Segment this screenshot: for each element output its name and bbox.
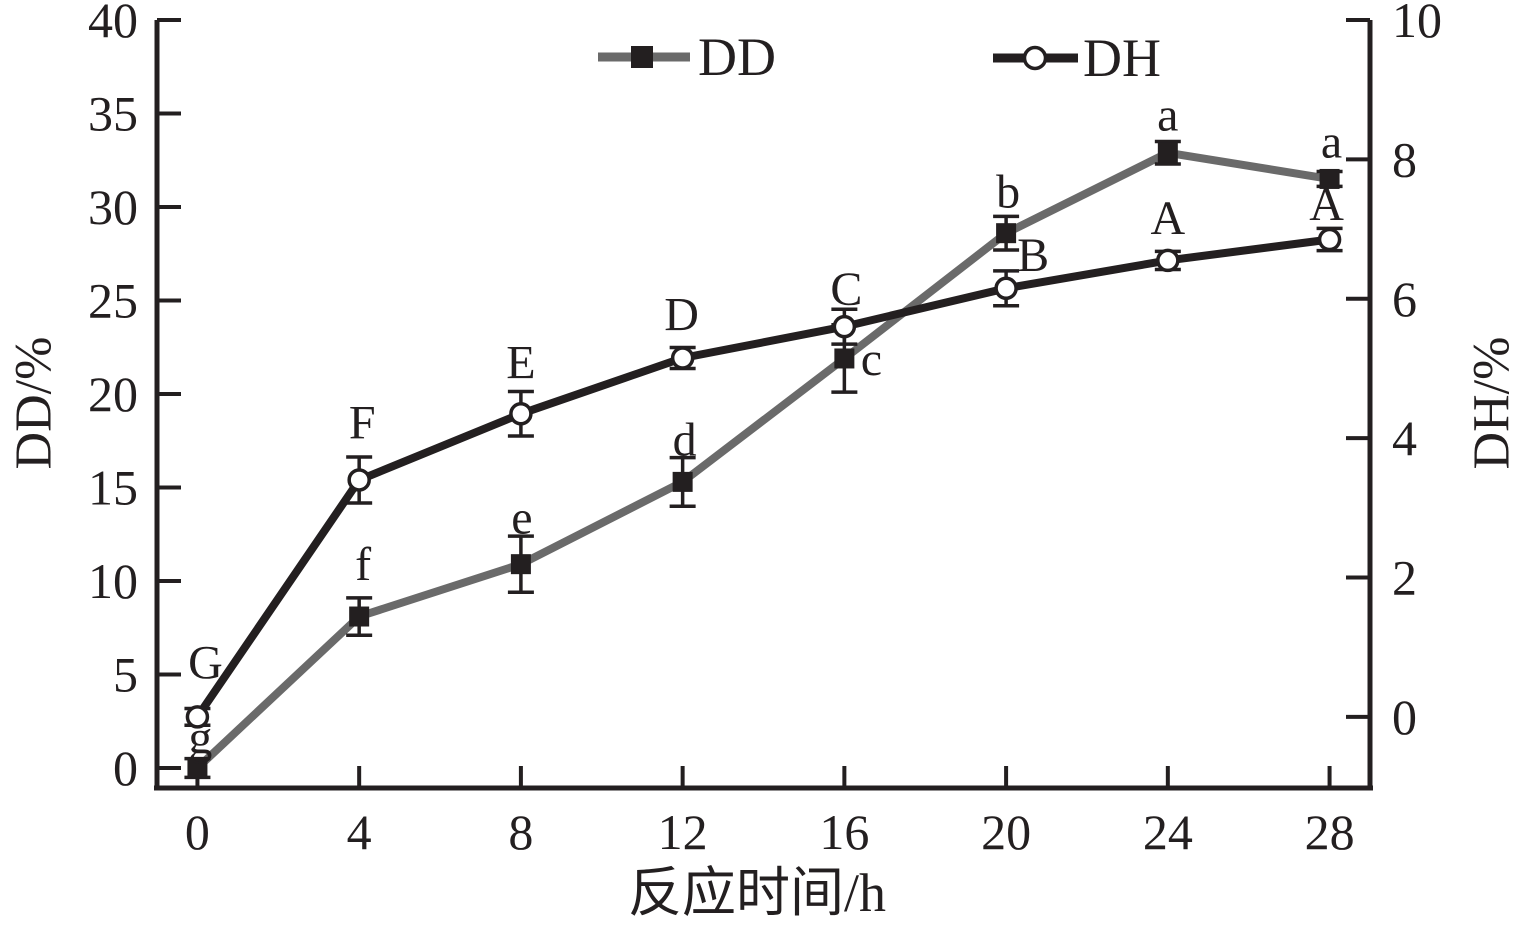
left-axis-tick-label: 10	[88, 553, 138, 609]
significance-letter-d: d	[673, 413, 697, 466]
left-axis-tick-label: 30	[88, 179, 138, 235]
right-axis-tick-label: 4	[1392, 410, 1417, 466]
right-axis-tick-label: 10	[1392, 0, 1442, 48]
x-axis-tick-label: 12	[658, 804, 708, 860]
dd-marker-square	[1157, 142, 1178, 163]
dd-marker-square	[510, 554, 531, 575]
left-axis-tick-label: 0	[113, 740, 138, 796]
significance-letter-b: b	[996, 166, 1020, 219]
dh-marker-circle	[509, 402, 533, 426]
dh-series-line	[194, 235, 1331, 720]
left-axis-tick-label: 35	[88, 85, 138, 141]
dh-marker-circle	[347, 468, 371, 492]
significance-letter-C: C	[830, 263, 862, 316]
x-axis-tick-label: 4	[347, 804, 372, 860]
left-axis-tick-label: 20	[88, 366, 138, 422]
right-axis-title: DH/%	[1464, 337, 1517, 470]
significance-letter-a: a	[1321, 115, 1342, 168]
significance-letter-f: f	[355, 538, 371, 591]
x-axis-title: 反应时间/h	[628, 863, 886, 923]
dd-marker-square	[996, 223, 1017, 244]
x-axis-tick-label: 28	[1305, 804, 1355, 860]
dd-marker-square	[349, 606, 370, 627]
dh-legend-label: DH	[1083, 28, 1161, 88]
dd-legend-marker	[631, 46, 653, 68]
dh-legend-marker	[1022, 45, 1048, 71]
x-axis-tick-label: 16	[819, 804, 869, 860]
dd-marker-square	[672, 471, 693, 492]
significance-letter-A: A	[1309, 178, 1344, 231]
dd-series-line	[194, 148, 1331, 771]
right-axis-tick-label: 0	[1392, 689, 1417, 745]
significance-letter-E: E	[506, 336, 535, 389]
significance-letter-e: e	[511, 492, 532, 545]
x-axis-tick-label: 24	[1143, 804, 1193, 860]
x-axis-tick-label: 8	[508, 804, 533, 860]
right-axis-tick-label: 6	[1392, 271, 1417, 327]
left-axis-tick-label: 40	[88, 0, 138, 48]
significance-letter-D: D	[664, 289, 699, 342]
significance-letter-a: a	[1157, 88, 1178, 141]
x-axis-tick-label: 0	[185, 804, 210, 860]
dd-marker-square	[1319, 168, 1340, 189]
dh-marker-circle	[1317, 227, 1342, 252]
dd-legend-label: DD	[698, 27, 776, 87]
dh-marker-circle	[670, 346, 695, 370]
dh-marker-circle	[832, 314, 857, 339]
dd-marker-square	[187, 757, 208, 778]
significance-letter-A: A	[1150, 192, 1185, 245]
significance-letter-B: B	[1017, 229, 1049, 282]
left-axis-tick-label: 5	[113, 646, 138, 702]
right-axis-tick-label: 2	[1392, 550, 1417, 606]
dh-marker-circle	[1156, 248, 1180, 273]
significance-letter-F: F	[349, 396, 376, 449]
significance-letter-c: c	[861, 333, 882, 386]
right-axis-tick-label: 8	[1392, 131, 1417, 187]
dh-marker-circle	[994, 276, 1018, 301]
significance-letter-G: G	[188, 636, 223, 689]
dd-marker-square	[834, 348, 855, 369]
x-axis-tick-label: 20	[981, 804, 1031, 860]
dh-marker-circle	[185, 705, 210, 729]
left-axis-title: DD/%	[6, 337, 63, 470]
left-axis-tick-label: 15	[88, 459, 138, 515]
left-axis-tick-label: 25	[88, 272, 138, 328]
